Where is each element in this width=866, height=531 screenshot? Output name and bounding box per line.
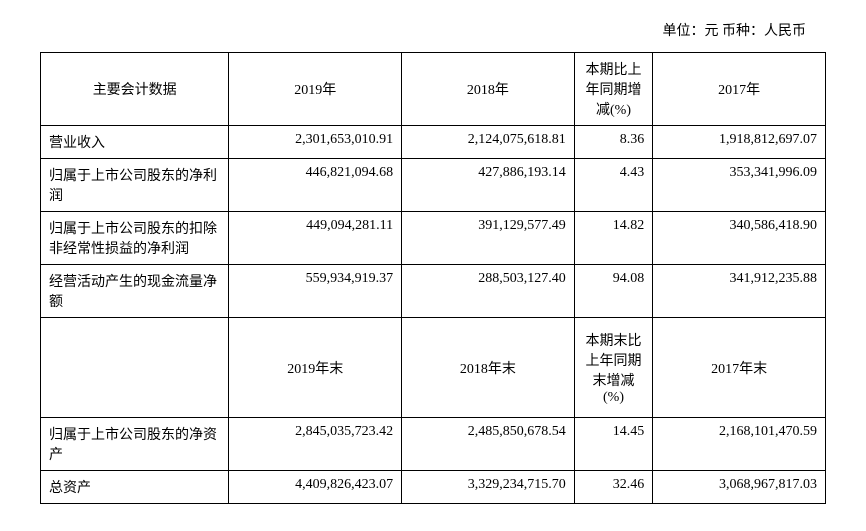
row-change-pct: 14.45 — [574, 418, 653, 471]
table-row: 归属于上市公司股东的净资产 2,845,035,723.42 2,485,850… — [41, 418, 826, 471]
table-body: 主要会计数据 2019年 2018年 本期比上年同期增减(%) 2017年 营业… — [41, 53, 826, 504]
header-2018-end: 2018年末 — [402, 318, 575, 418]
header-2017-end: 2017年末 — [653, 318, 826, 418]
row-change-pct: 32.46 — [574, 471, 653, 504]
row-value-2018: 2,124,075,618.81 — [402, 126, 575, 159]
header-row-1: 主要会计数据 2019年 2018年 本期比上年同期增减(%) 2017年 — [41, 53, 826, 126]
table-row: 归属于上市公司股东的扣除非经常性损益的净利润 449,094,281.11 39… — [41, 212, 826, 265]
row-value-2017: 340,586,418.90 — [653, 212, 826, 265]
header-2018: 2018年 — [402, 53, 575, 126]
financial-data-table: 主要会计数据 2019年 2018年 本期比上年同期增减(%) 2017年 营业… — [40, 52, 826, 504]
unit-currency-line: 单位：元 币种：人民币 — [40, 20, 806, 40]
row-change-pct: 14.82 — [574, 212, 653, 265]
row-label: 归属于上市公司股东的扣除非经常性损益的净利润 — [41, 212, 229, 265]
header-main-data: 主要会计数据 — [41, 53, 229, 126]
row-value-2018: 427,886,193.14 — [402, 159, 575, 212]
row-value-2018: 3,329,234,715.70 — [402, 471, 575, 504]
row-value-2017: 353,341,996.09 — [653, 159, 826, 212]
header-2019-end: 2019年末 — [229, 318, 402, 418]
row-value-2019: 4,409,826,423.07 — [229, 471, 402, 504]
header-empty — [41, 318, 229, 418]
row-label: 归属于上市公司股东的净资产 — [41, 418, 229, 471]
row-label: 营业收入 — [41, 126, 229, 159]
header-2019: 2019年 — [229, 53, 402, 126]
row-value-2019: 2,301,653,010.91 — [229, 126, 402, 159]
row-change-pct: 94.08 — [574, 265, 653, 318]
header-row-2: 2019年末 2018年末 本期末比上年同期末增减(%) 2017年末 — [41, 318, 826, 418]
row-change-pct: 4.43 — [574, 159, 653, 212]
row-value-2017: 341,912,235.88 — [653, 265, 826, 318]
table-row: 经营活动产生的现金流量净额 559,934,919.37 288,503,127… — [41, 265, 826, 318]
row-label: 经营活动产生的现金流量净额 — [41, 265, 229, 318]
row-value-2019: 449,094,281.11 — [229, 212, 402, 265]
row-value-2019: 559,934,919.37 — [229, 265, 402, 318]
row-value-2019: 2,845,035,723.42 — [229, 418, 402, 471]
row-label: 总资产 — [41, 471, 229, 504]
row-value-2017: 3,068,967,817.03 — [653, 471, 826, 504]
row-value-2018: 391,129,577.49 — [402, 212, 575, 265]
header-change-pct-end: 本期末比上年同期末增减(%) — [574, 318, 653, 418]
row-value-2019: 446,821,094.68 — [229, 159, 402, 212]
row-value-2018: 2,485,850,678.54 — [402, 418, 575, 471]
table-row: 总资产 4,409,826,423.07 3,329,234,715.70 32… — [41, 471, 826, 504]
row-label: 归属于上市公司股东的净利润 — [41, 159, 229, 212]
row-change-pct: 8.36 — [574, 126, 653, 159]
table-row: 归属于上市公司股东的净利润 446,821,094.68 427,886,193… — [41, 159, 826, 212]
header-2017: 2017年 — [653, 53, 826, 126]
table-row: 营业收入 2,301,653,010.91 2,124,075,618.81 8… — [41, 126, 826, 159]
row-value-2017: 2,168,101,470.59 — [653, 418, 826, 471]
header-change-pct: 本期比上年同期增减(%) — [574, 53, 653, 126]
row-value-2018: 288,503,127.40 — [402, 265, 575, 318]
row-value-2017: 1,918,812,697.07 — [653, 126, 826, 159]
